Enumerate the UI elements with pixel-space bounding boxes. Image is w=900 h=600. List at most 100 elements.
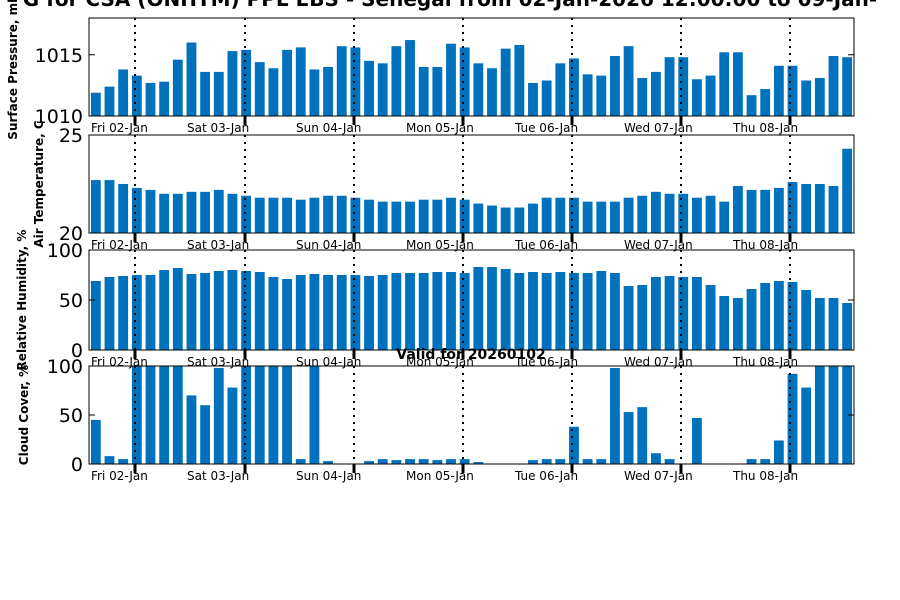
- bar: [186, 191, 197, 233]
- bar: [746, 189, 757, 233]
- bar: [350, 275, 361, 350]
- bar: [446, 197, 456, 233]
- bar: [610, 201, 620, 233]
- x-tick-label: Sat 03-Jan: [187, 469, 249, 483]
- bar: [814, 366, 825, 464]
- bar: [159, 81, 170, 116]
- bar: [268, 197, 279, 233]
- bar: [159, 193, 170, 233]
- bar: [773, 65, 784, 116]
- bar: [473, 267, 484, 350]
- bar: [295, 275, 306, 350]
- x-tick-label: Mon 05-Jan: [406, 238, 474, 252]
- bar: [732, 52, 743, 116]
- bar: [432, 199, 443, 233]
- bar: [828, 55, 839, 116]
- bar: [514, 44, 525, 117]
- bar: [186, 42, 197, 116]
- bar: [227, 51, 238, 116]
- bar: [773, 440, 784, 464]
- bar: [364, 199, 374, 233]
- bar: [186, 274, 197, 350]
- bar: [432, 460, 443, 464]
- bar: [200, 273, 211, 350]
- bar: [528, 82, 538, 116]
- bar: [569, 197, 579, 233]
- bar: [487, 68, 497, 116]
- bar: [391, 201, 402, 233]
- bar: [746, 459, 757, 464]
- bar: [760, 459, 771, 464]
- bar: [118, 184, 129, 233]
- bar: [842, 57, 853, 116]
- bar: [814, 298, 825, 350]
- bar: [213, 189, 224, 233]
- bar: [295, 459, 306, 464]
- bar: [541, 197, 552, 233]
- x-tick-label: Wed 07-Jan: [624, 121, 693, 135]
- bar: [555, 197, 566, 233]
- bar: [405, 459, 415, 464]
- bar: [309, 69, 320, 116]
- bar: [241, 195, 252, 233]
- bar: [651, 71, 661, 116]
- bar: [459, 47, 470, 116]
- bar: [254, 272, 265, 350]
- bar: [377, 201, 388, 233]
- bar: [500, 269, 511, 350]
- bar: [131, 187, 142, 233]
- bar: [555, 272, 566, 350]
- bar: [828, 366, 839, 464]
- x-tick-label: Mon 05-Jan: [406, 121, 474, 135]
- bar: [760, 189, 771, 233]
- bar: [446, 43, 456, 117]
- bar: [90, 281, 101, 350]
- bar: [213, 271, 224, 350]
- bar: [814, 78, 825, 116]
- x-tick-label: Tue 06-Jan: [514, 121, 578, 135]
- bar: [500, 207, 511, 233]
- x-tick-label: Sat 03-Jan: [187, 355, 249, 369]
- bar: [719, 201, 730, 233]
- bar: [309, 366, 320, 464]
- bar: [377, 459, 388, 464]
- bar: [596, 201, 607, 233]
- panel-4: 0 50 100 Fri 02-Jan Sat 03-Jan Sun 04-Jan Mon …: [17, 347, 855, 483]
- bar: [596, 459, 607, 464]
- x-tick-label: Wed 07-Jan: [624, 238, 693, 252]
- bar: [104, 86, 115, 116]
- bar: [623, 286, 634, 350]
- bar: [760, 89, 771, 116]
- y-tick-label: 1010: [35, 106, 83, 128]
- bar: [705, 195, 716, 233]
- bar: [746, 95, 757, 116]
- bar: [227, 270, 238, 350]
- bar: [814, 184, 825, 233]
- bar: [678, 193, 689, 233]
- bar: [664, 193, 675, 233]
- bar: [90, 419, 101, 464]
- bar: [268, 366, 279, 464]
- bar: [186, 395, 197, 464]
- bar: [596, 271, 607, 350]
- bar: [295, 199, 306, 233]
- bar: [405, 201, 415, 233]
- bar: [336, 195, 347, 233]
- bar: [610, 367, 620, 464]
- bar: [473, 462, 484, 464]
- bar: [323, 67, 333, 116]
- bar: [364, 276, 374, 350]
- bar: [637, 285, 648, 350]
- x-tick-label: Sun 04-Jan: [296, 355, 361, 369]
- bar: [131, 275, 142, 350]
- x-tick-label: Fri 02-Jan: [91, 469, 148, 483]
- bar: [446, 459, 456, 464]
- bar: [118, 69, 129, 116]
- bar: [801, 80, 812, 116]
- y-tick-label: 0: [71, 454, 83, 476]
- bar: [200, 405, 211, 464]
- y-tick-label: 100: [47, 240, 83, 262]
- panel-2: 20 25 Fri 02-Jan Sat 03-Jan Sun 04-Jan Mon 05…: [32, 120, 855, 252]
- bar: [746, 289, 757, 350]
- y-tick-label: 20: [59, 223, 83, 245]
